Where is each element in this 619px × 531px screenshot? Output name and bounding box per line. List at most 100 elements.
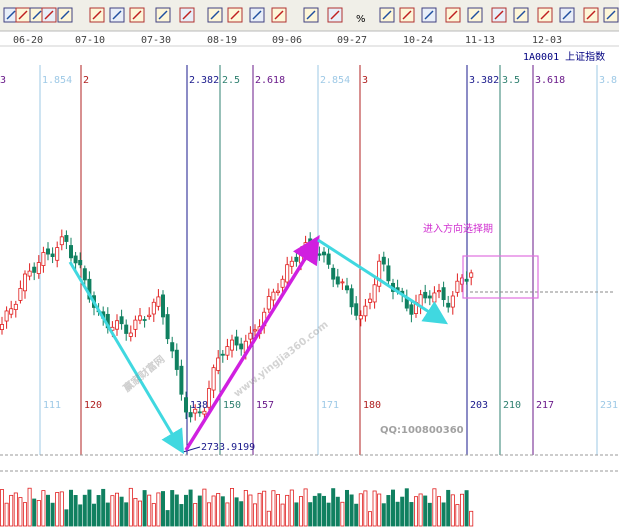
candle-body [377, 260, 382, 287]
candle-body [409, 304, 414, 315]
trend-arrow [184, 235, 320, 451]
candle-body [340, 281, 345, 284]
candle-body [165, 314, 170, 340]
watermark-qq: QQ:100800360 [380, 425, 464, 436]
candle-body [22, 273, 27, 292]
candle-body [188, 412, 193, 418]
volume-bar [248, 494, 253, 527]
volume-bar [78, 504, 83, 527]
fib-top-label: 2.382 [189, 75, 219, 86]
volume-bar [183, 494, 188, 527]
candle-body [285, 264, 290, 283]
volume-bar [349, 494, 354, 527]
candle-body [119, 316, 124, 325]
volume-bar [96, 495, 101, 527]
date-label: 10-24 [403, 35, 433, 46]
volume-bar [275, 494, 280, 527]
candle-body [124, 324, 129, 334]
candle-body [160, 294, 165, 318]
candle-body [229, 339, 234, 351]
tool-icon-glyph [562, 10, 572, 20]
date-label: 09-27 [337, 35, 367, 46]
candle-body [202, 410, 207, 415]
candle-body [216, 357, 221, 371]
candle-body [464, 278, 469, 282]
candle-body [174, 349, 179, 370]
volume-bar [0, 489, 4, 527]
low-pointer [182, 446, 201, 453]
volume-bar [165, 510, 170, 527]
fib-bottom-label: 203 [470, 400, 488, 411]
fib-top-label: 2 [83, 75, 89, 86]
fib-top-label: 2.854 [320, 75, 350, 86]
tool-icon-glyph [112, 10, 122, 20]
volume-bar [211, 495, 216, 527]
volume-bar [18, 497, 23, 527]
fib-bottom-label: 217 [536, 400, 554, 411]
volume-bar [289, 489, 294, 527]
volume-bar [326, 502, 331, 527]
tool-icon-glyph [274, 10, 284, 20]
volume-bar [73, 495, 78, 527]
volume-bar [298, 496, 303, 527]
tool-icon-glyph [306, 10, 316, 20]
candle-body [151, 301, 156, 315]
volume-bar [446, 489, 451, 527]
volume-bar [413, 496, 418, 527]
volume-bar [229, 488, 234, 527]
candle-body [0, 324, 4, 330]
volume-bar [170, 490, 175, 527]
candle-body [331, 267, 336, 280]
volume-bar [252, 503, 257, 527]
volume-bar [390, 489, 395, 527]
candle-body [170, 342, 175, 352]
fib-bottom-label: 171 [321, 400, 339, 411]
tool-icon-glyph [92, 10, 102, 20]
volume-bar [9, 494, 14, 527]
volume-bar [50, 502, 55, 527]
candle-body [50, 253, 55, 257]
percent-icon[interactable]: % [356, 14, 366, 25]
volume-bar [381, 503, 386, 527]
volume-bar [400, 496, 405, 527]
volume-bar [432, 488, 437, 527]
volume-bar [36, 500, 41, 527]
candle-body [308, 238, 313, 245]
candle-body [78, 259, 83, 266]
tool-icon-glyph [606, 10, 616, 20]
volume-bar [262, 490, 267, 527]
volume-bar [321, 495, 326, 527]
candle-body [436, 290, 441, 293]
volume-bar [409, 502, 414, 527]
volume-bar [386, 495, 391, 527]
volume-bar [174, 494, 179, 527]
fib-bottom-label: 180 [363, 400, 381, 411]
candle-body [381, 256, 386, 265]
volume-bar [151, 503, 156, 527]
edge-label: 3 [0, 75, 6, 86]
volume-bar [32, 498, 37, 527]
trend-arrow [317, 238, 449, 325]
volume-bar [308, 502, 313, 527]
tool-icon-glyph [230, 10, 240, 20]
candle-body [372, 284, 377, 303]
candle-body [252, 329, 257, 332]
volume-bar [13, 492, 18, 527]
volume-bar [59, 491, 64, 527]
volume-bar [92, 503, 97, 527]
fib-top-label: 3.618 [535, 75, 565, 86]
volume-bar [294, 502, 299, 527]
volume-bar [46, 494, 51, 527]
candle-body [321, 251, 326, 256]
volume-bar [404, 488, 409, 527]
candle-body [354, 303, 359, 316]
volume-bar [266, 510, 271, 527]
volume-bar [469, 510, 474, 527]
volume-bar [358, 493, 363, 527]
candle-body [73, 255, 78, 264]
fib-bottom-label: 111 [43, 400, 61, 411]
volume-bar [206, 502, 211, 527]
volume-bar [160, 491, 165, 527]
volume-bar [459, 493, 464, 527]
volume-bar [137, 500, 142, 527]
